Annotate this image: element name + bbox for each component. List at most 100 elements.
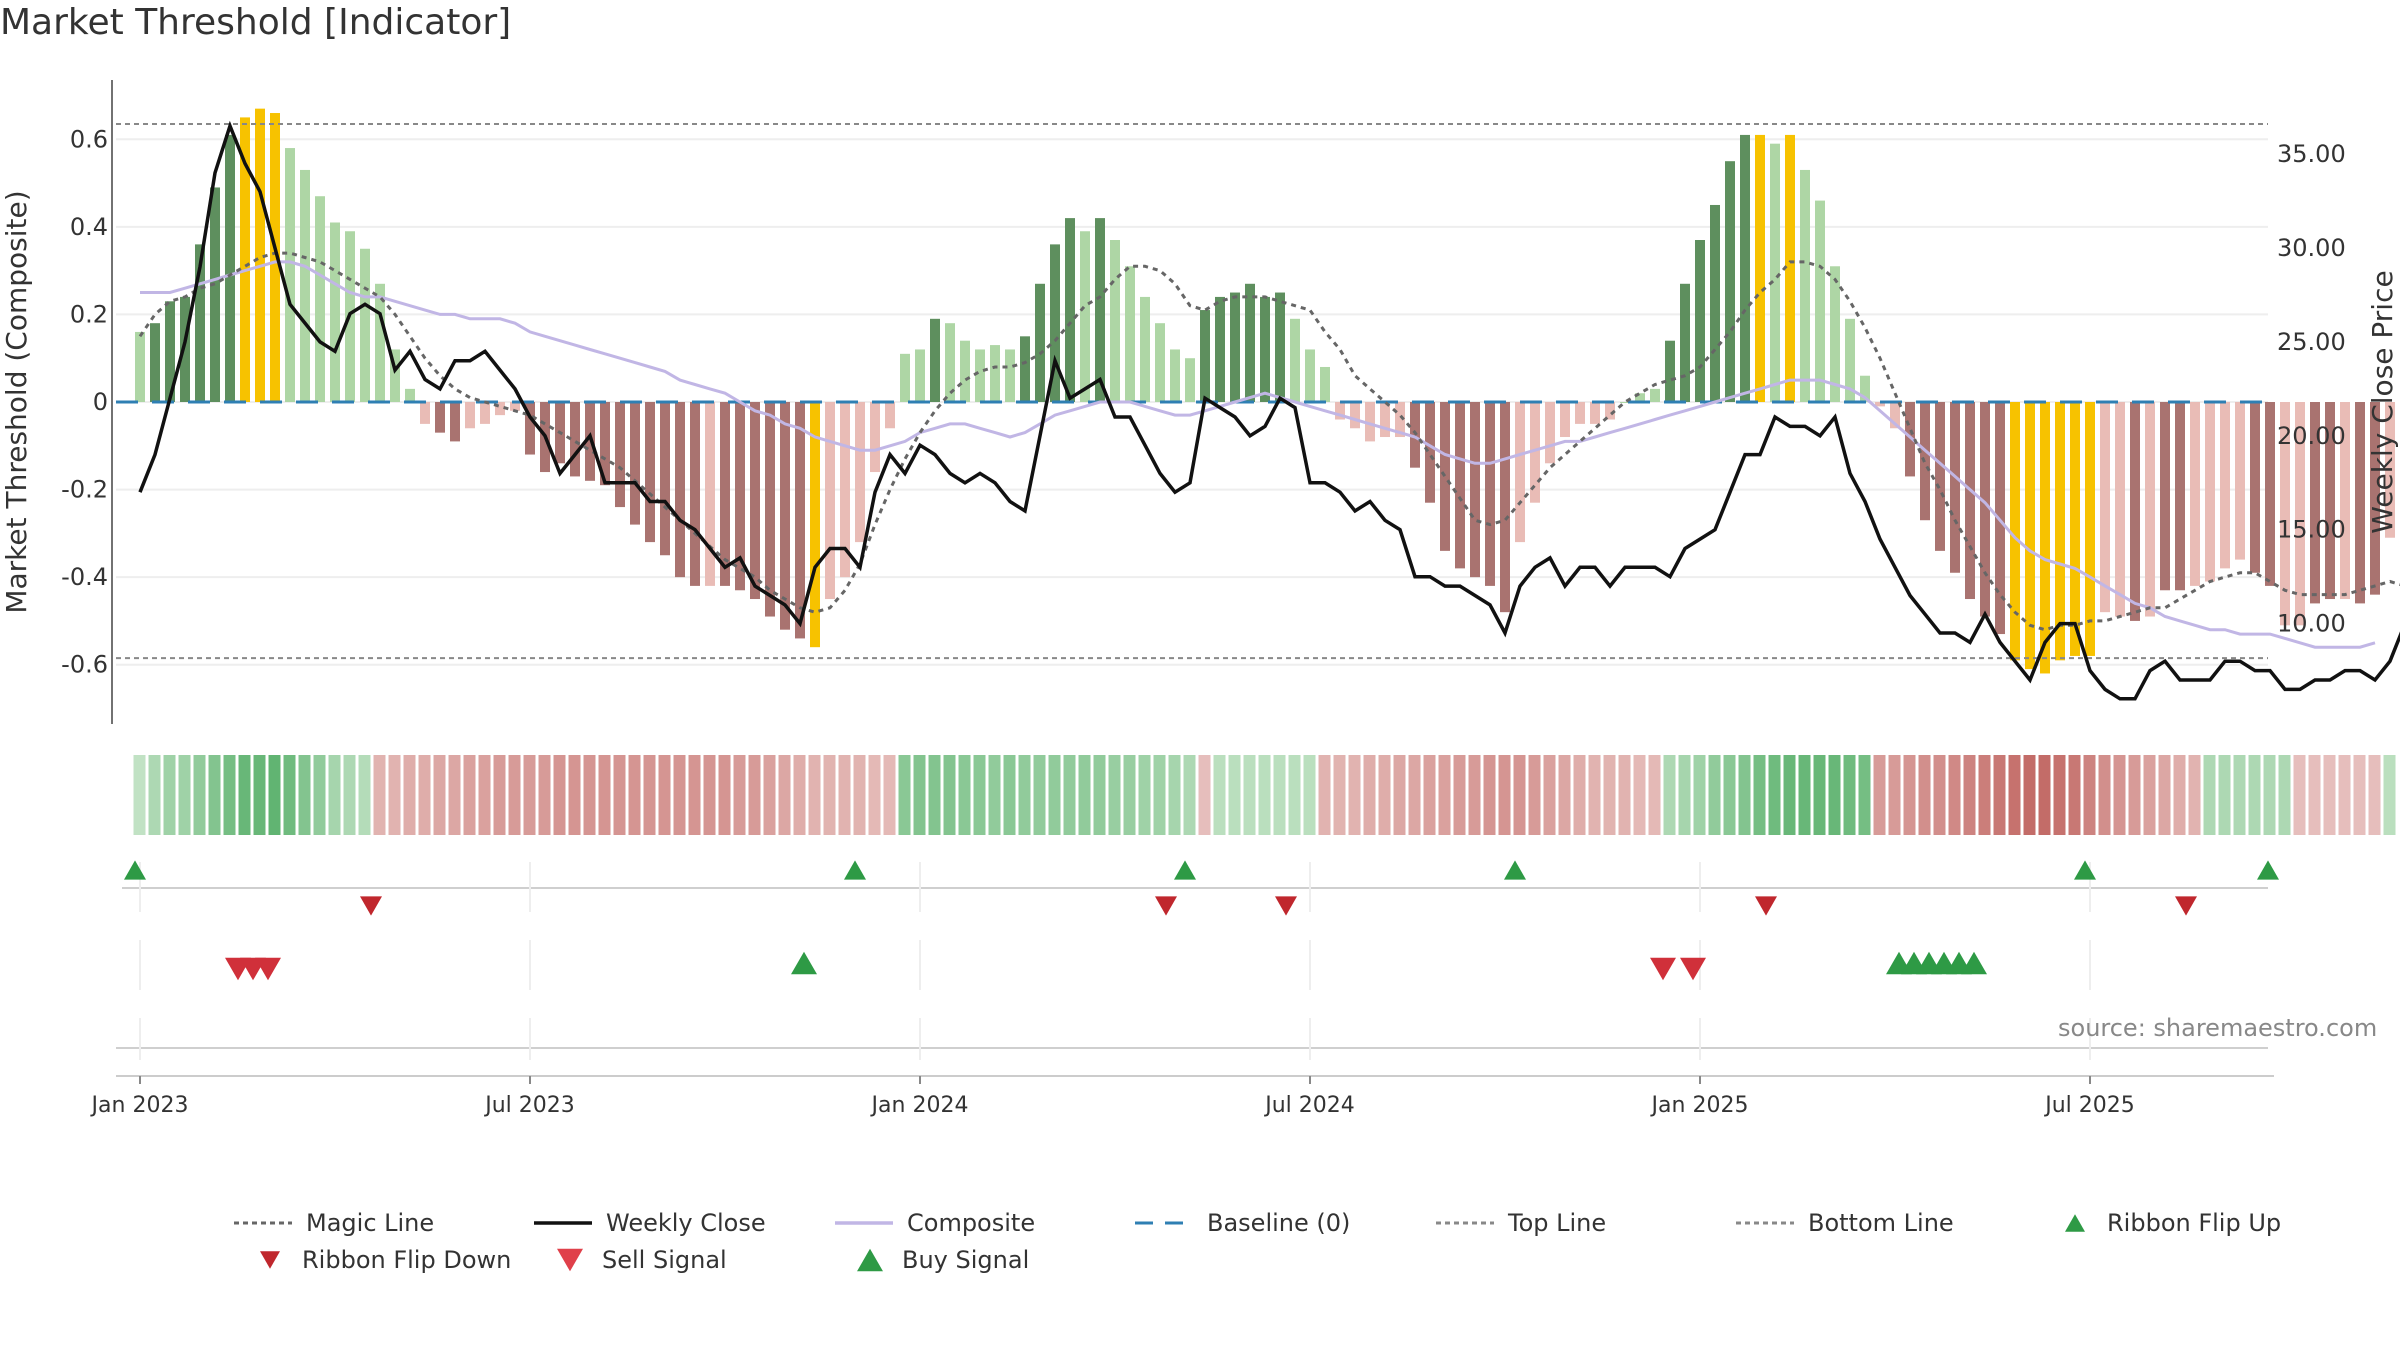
ribbon-segment xyxy=(1843,755,1856,835)
ribbon-segment xyxy=(1963,755,1976,835)
composite-bar xyxy=(855,402,865,543)
legend-item-weekly-close: Weekly Close xyxy=(534,1205,766,1241)
composite-bar xyxy=(2085,402,2095,656)
composite-bar xyxy=(240,117,250,403)
ribbon-segment xyxy=(2368,755,2381,835)
composite-bar xyxy=(945,323,955,402)
composite-bar xyxy=(165,301,175,402)
ribbon-segment xyxy=(1153,755,1166,835)
ribbon-segment xyxy=(1618,755,1631,835)
composite-bar xyxy=(720,402,730,586)
composite-bar xyxy=(2295,402,2305,626)
buy-signal-marker xyxy=(1961,951,1987,975)
ribbon-layer xyxy=(133,755,2396,835)
ribbon-segment xyxy=(598,755,611,835)
ribbon-segment xyxy=(1018,755,1031,835)
bars-layer xyxy=(135,108,2395,674)
ribbon-segment xyxy=(883,755,896,835)
composite-bar xyxy=(390,349,400,402)
composite-bar xyxy=(1140,296,1150,402)
composite-bar xyxy=(1620,402,1630,403)
ribbon-segment xyxy=(1678,755,1691,835)
ribbon-segment xyxy=(1663,755,1676,835)
composite-bar xyxy=(1350,402,1360,429)
composite-bar xyxy=(990,345,1000,402)
ribbon-segment xyxy=(1708,755,1721,835)
legend-label: Top Line xyxy=(1508,1209,1607,1237)
legend-marker xyxy=(557,1248,583,1272)
legend-swatch xyxy=(1736,1221,1794,1225)
legend-label: Ribbon Flip Down xyxy=(302,1246,512,1274)
composite-bar xyxy=(660,402,670,556)
ribbon-flip-up-marker xyxy=(844,860,866,880)
composite-bar xyxy=(225,134,235,402)
ribbon-segment xyxy=(718,755,731,835)
ribbon-segment xyxy=(208,755,221,835)
composite-bar xyxy=(780,402,790,630)
composite-bar xyxy=(1485,402,1495,586)
ribbon-segment xyxy=(778,755,791,835)
composite-bar xyxy=(1860,375,1870,402)
composite-bar xyxy=(465,402,475,429)
ribbon-segment xyxy=(2338,755,2351,835)
ribbon-segment xyxy=(1273,755,1286,835)
ribbon-segment xyxy=(808,755,821,835)
ribbon-segment xyxy=(2233,755,2246,835)
legend-item-top-line: Top Line xyxy=(1436,1205,1606,1241)
ribbon-segment xyxy=(1393,755,1406,835)
y-right-tick-label: 30.00 xyxy=(2277,234,2346,262)
legend-marker xyxy=(2065,1214,2085,1232)
ribbon-segment xyxy=(748,755,761,835)
y-right-axis-label: Weekly Close Price xyxy=(2366,270,2399,533)
composite-bar xyxy=(330,222,340,402)
ribbon-segment xyxy=(2113,755,2126,835)
ribbon-segment xyxy=(1513,755,1526,835)
y-right-tick-label: 25.00 xyxy=(2277,328,2346,356)
ribbon-segment xyxy=(1558,755,1571,835)
composite-bar xyxy=(1830,266,1840,402)
y-right-tick-label: 20.00 xyxy=(2277,422,2346,450)
composite-bar xyxy=(210,187,220,402)
composite-bar xyxy=(2340,402,2350,600)
composite-bar xyxy=(510,402,520,411)
ribbon-segment xyxy=(988,755,1001,835)
composite-bar xyxy=(1380,402,1390,438)
ribbon-segment xyxy=(583,755,596,835)
composite-bar xyxy=(375,283,385,402)
composite-bar xyxy=(1020,336,1030,402)
ribbon-segment xyxy=(493,755,506,835)
composite-bar xyxy=(600,402,610,486)
ribbon-segment xyxy=(1333,755,1346,835)
composite-bar xyxy=(2310,402,2320,604)
y-left-tick-label: 0.4 xyxy=(70,213,108,241)
composite-bar xyxy=(2040,402,2050,674)
composite-bar xyxy=(1845,318,1855,402)
ribbon-segment xyxy=(433,755,446,835)
legend-swatch xyxy=(1135,1221,1193,1225)
legend-swatch xyxy=(534,1221,592,1225)
composite-bar xyxy=(1425,402,1435,503)
composite-bar xyxy=(570,402,580,477)
ribbon-segment xyxy=(1123,755,1136,835)
legend-item-ribbon-flip-up: Ribbon Flip Up xyxy=(2057,1205,2281,1241)
x-tick-label: Jul 2023 xyxy=(483,1093,575,1118)
ribbon-segment xyxy=(178,755,191,835)
legend-item-magic-line: Magic Line xyxy=(234,1205,434,1241)
legend: Magic Line Weekly Close Composite Baseline … xyxy=(0,1200,2400,1300)
composite-bar xyxy=(960,340,970,402)
composite-bar xyxy=(900,353,910,402)
ribbon-segment xyxy=(163,755,176,835)
composite-bar xyxy=(1800,169,1810,402)
composite-bar xyxy=(840,402,850,578)
signals-layer xyxy=(116,860,2279,1077)
legend-label: Bottom Line xyxy=(1808,1209,1954,1237)
composite-bar xyxy=(1065,218,1075,402)
composite-bar xyxy=(1695,240,1705,402)
composite-bar xyxy=(495,402,505,416)
ribbon-segment xyxy=(418,755,431,835)
y-left-tick-label: 0 xyxy=(93,388,108,416)
ribbon-segment xyxy=(793,755,806,835)
composite-bar xyxy=(1725,161,1735,402)
ribbon-segment xyxy=(553,755,566,835)
